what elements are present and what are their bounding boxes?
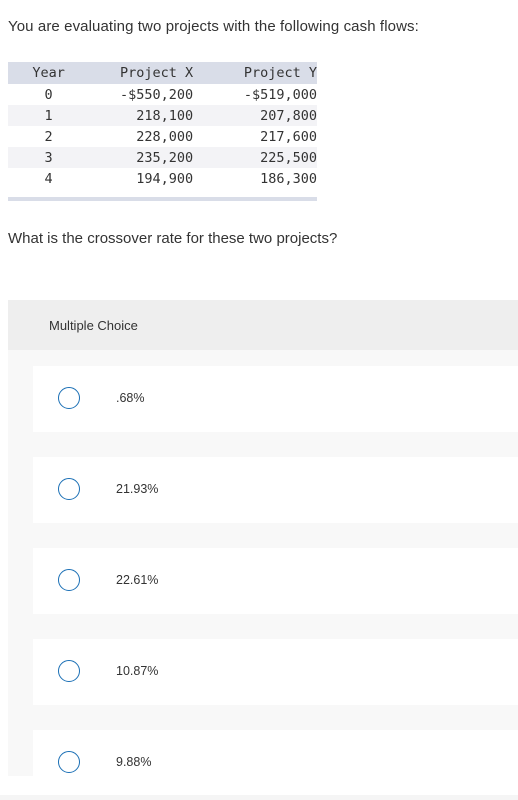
- bottom-divider: [0, 795, 518, 800]
- cell-year: 4: [44, 170, 53, 187]
- cell-year: 2: [44, 128, 53, 145]
- table-spacer: [8, 189, 317, 199]
- multiple-choice-header: Multiple Choice: [8, 300, 518, 350]
- radio-button-icon[interactable]: [58, 478, 80, 500]
- choice-label: .68%: [116, 391, 145, 405]
- table-row: 2 228,000 217,600: [8, 126, 318, 147]
- cell-year: 1: [8, 105, 90, 126]
- choice-label: 10.87%: [116, 664, 159, 678]
- choice-option-4[interactable]: 10.87%: [33, 639, 518, 705]
- cell-year: 3: [8, 147, 90, 168]
- table-row: 1 218,100 207,800: [8, 105, 317, 126]
- choice-option-2[interactable]: 21.93%: [33, 457, 518, 523]
- table-header-row: Year Project X Project Y: [8, 62, 317, 84]
- radio-button-icon[interactable]: [58, 751, 80, 773]
- header-project-x: Project X: [89, 62, 194, 84]
- cell-project-y: 225,500: [193, 147, 317, 168]
- header-year: Year: [8, 62, 90, 84]
- question-prompt: What is the crossover rate for these two…: [8, 230, 338, 247]
- cell-project-y: 207,800: [193, 105, 317, 126]
- multiple-choice-panel: Multiple Choice .68% 21.93% 22.61% 10.87…: [8, 300, 518, 776]
- header-project-y: Project Y: [193, 62, 317, 84]
- cell-project-y: -$519,000: [243, 86, 317, 103]
- multiple-choice-label: Multiple Choice: [49, 318, 138, 333]
- table-row: 3 235,200 225,500: [8, 147, 317, 168]
- choice-label: 21.93%: [116, 482, 159, 496]
- cell-project-y: 217,600: [260, 128, 317, 145]
- table-row: 4 194,900 186,300: [8, 168, 318, 189]
- choice-label: 22.61%: [116, 573, 159, 587]
- cash-flow-table: Year Project X Project Y 0 -$550,200 -$5…: [8, 62, 317, 201]
- cell-project-x: -$550,200: [120, 86, 194, 103]
- cell-year: 0: [44, 86, 53, 103]
- cell-project-x: 218,100: [89, 105, 194, 126]
- table-row: 0 -$550,200 -$519,000: [8, 84, 318, 105]
- question-intro: You are evaluating two projects with the…: [8, 18, 419, 35]
- radio-button-icon[interactable]: [58, 660, 80, 682]
- choice-option-5[interactable]: 9.88%: [33, 730, 518, 776]
- radio-button-icon[interactable]: [58, 569, 80, 591]
- radio-button-icon[interactable]: [58, 387, 80, 409]
- cell-project-y: 186,300: [260, 170, 317, 187]
- choice-label: 9.88%: [116, 755, 152, 769]
- cell-project-x: 235,200: [89, 147, 194, 168]
- choice-option-3[interactable]: 22.61%: [33, 548, 518, 614]
- cell-project-x: 194,900: [136, 170, 194, 187]
- cell-project-x: 228,000: [136, 128, 194, 145]
- choice-option-1[interactable]: .68%: [33, 366, 518, 432]
